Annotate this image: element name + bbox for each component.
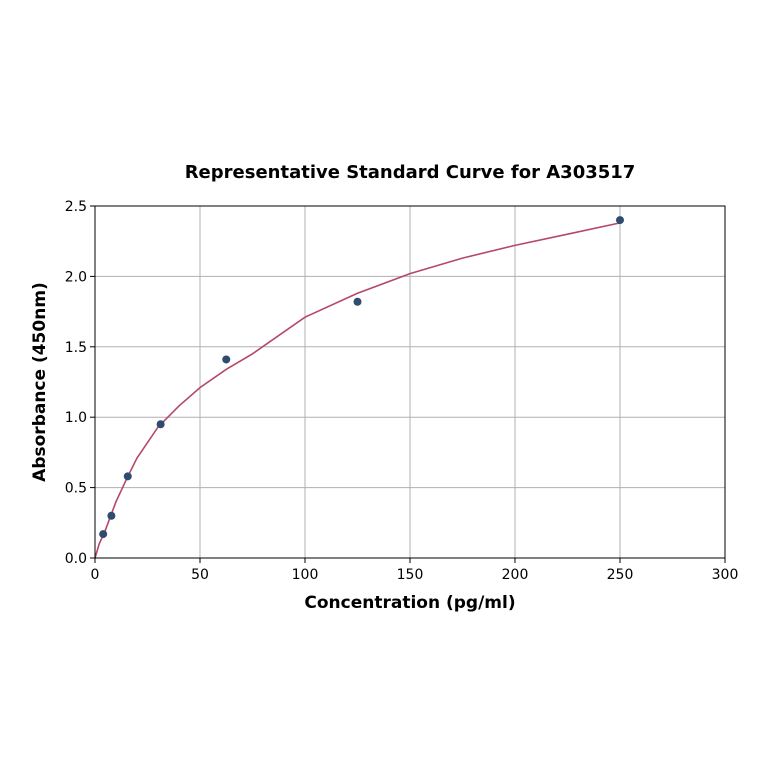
x-tick-label: 50 (191, 567, 209, 583)
y-tick-label: 1.0 (65, 410, 87, 426)
x-tick-label: 300 (712, 567, 739, 583)
y-axis: 0.0 0.5 1.0 1.5 2.0 2.5 (65, 199, 95, 567)
data-point (353, 297, 362, 306)
x-axis-label: Concentration (pg/ml) (304, 593, 515, 613)
x-axis: 0 50 100 150 200 250 300 (91, 558, 739, 583)
grid (94, 205, 726, 559)
fit-curve-line (94, 222, 621, 559)
y-tick-label: 0.5 (65, 481, 87, 497)
data-point (107, 511, 116, 520)
y-tick-label: 2.5 (65, 199, 87, 215)
chart-title: Representative Standard Curve for A30351… (185, 162, 636, 183)
data-point (123, 472, 132, 481)
x-tick-label: 0 (91, 567, 100, 583)
data-point (156, 420, 165, 429)
fit-curve-layer (94, 222, 621, 559)
data-point (222, 355, 231, 364)
x-tick-label: 200 (502, 567, 529, 583)
data-points-layer (99, 216, 624, 539)
x-tick-label: 100 (292, 567, 319, 583)
data-point (616, 216, 624, 225)
y-tick-label: 1.5 (65, 340, 87, 356)
data-point (99, 530, 108, 539)
x-tick-label: 250 (607, 567, 634, 583)
y-axis-label: Absorbance (450nm) (30, 282, 50, 482)
x-tick-label: 150 (397, 567, 424, 583)
y-tick-label: 0.0 (65, 551, 87, 567)
y-tick-label: 2.0 (65, 269, 87, 285)
